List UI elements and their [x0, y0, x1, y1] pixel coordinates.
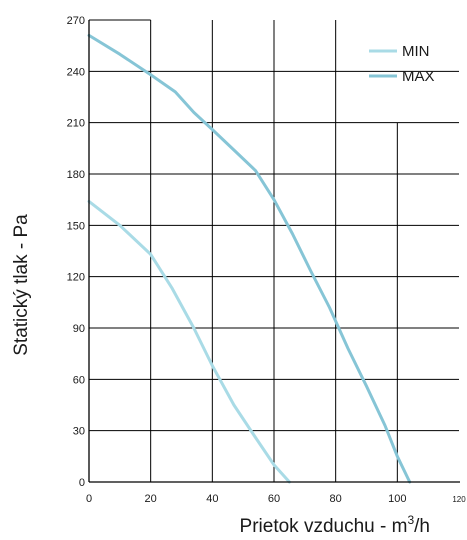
- plot-grid: [89, 19, 459, 482]
- legend-label-max: MAX: [402, 68, 435, 85]
- x-tick-label: 40: [206, 493, 218, 505]
- x-tick-label: 60: [268, 493, 280, 505]
- y-tick-label: 270: [67, 15, 85, 27]
- y-tick-label: 60: [73, 374, 85, 386]
- y-tick-label: 150: [67, 220, 85, 232]
- x-tick-label: 100: [388, 493, 406, 505]
- x-tick-label: 0: [86, 493, 92, 505]
- x-axis-label-main: Prietok vzduchu - m: [240, 516, 408, 537]
- series-line-min: [87, 199, 291, 484]
- y-tick-label: 240: [67, 66, 85, 78]
- y-tick-label: 210: [67, 118, 85, 130]
- plot-series: [87, 33, 412, 484]
- tick-labels: 0 30 60 90 120 150 180 210 240 270 0 20 40 60 80 100 120: [67, 15, 467, 505]
- y-tick-label: 30: [73, 426, 85, 438]
- x-axis-label-superscript: 3: [407, 513, 414, 527]
- x-tick-label: 120: [452, 495, 466, 504]
- y-tick-label: 180: [67, 169, 85, 181]
- y-tick-label: 0: [79, 477, 85, 489]
- x-tick-label: 80: [330, 493, 342, 505]
- y-tick-label: 90: [73, 323, 85, 335]
- x-axis-label: Prietok vzduchu - m3/h: [240, 513, 430, 537]
- y-tick-label: 120: [67, 272, 85, 284]
- x-axis-label-tail: /h: [414, 516, 430, 537]
- y-axis-label: Statický tlak - Pa: [11, 214, 32, 356]
- legend-label-min: MIN: [402, 43, 430, 60]
- series-line-max: [87, 33, 412, 484]
- x-tick-label: 20: [145, 493, 157, 505]
- legend: MIN MAX: [369, 43, 435, 85]
- plot-axes: [88, 20, 460, 483]
